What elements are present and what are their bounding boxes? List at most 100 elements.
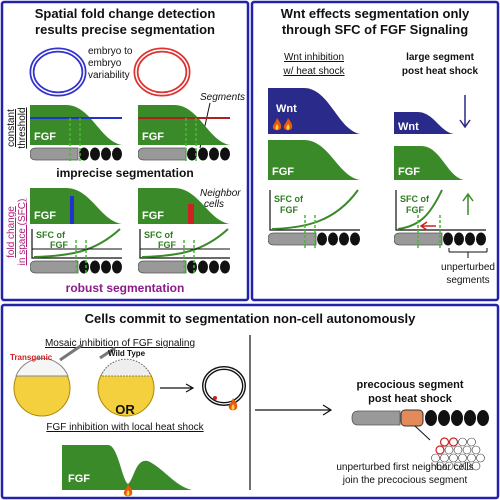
marker — [70, 196, 74, 224]
label: FGF — [142, 210, 164, 222]
sfc-curve — [33, 228, 229, 258]
cell — [467, 437, 476, 447]
panel-title: results precise segmentation — [35, 22, 215, 37]
panel-title: Wnt effects segmentation only — [281, 6, 470, 21]
label: FGF inhibition with local heat shock — [46, 422, 204, 433]
label: Wnt inhibition — [284, 52, 344, 63]
label: imprecise segmentation — [56, 166, 193, 180]
label: large segment — [406, 52, 474, 63]
tail — [268, 233, 360, 246]
label: FGF — [398, 166, 420, 178]
label: FGF — [272, 166, 294, 178]
label: FGF — [50, 240, 68, 250]
label: in space (SFC) — [17, 199, 28, 266]
cell — [444, 461, 454, 471]
label: segments — [446, 275, 489, 286]
sfc-axes — [31, 229, 230, 259]
label: Mosaic inhibition of FGF signaling — [45, 338, 195, 349]
label: precocious segment — [357, 379, 464, 391]
boundary — [75, 240, 195, 275]
bracket — [448, 248, 488, 258]
embryos — [29, 47, 191, 97]
cell — [453, 445, 463, 455]
label: Segments — [200, 92, 245, 103]
label: FGF — [34, 210, 56, 222]
label: robust segmentation — [66, 281, 185, 295]
label: SFC of — [400, 194, 430, 204]
cell — [444, 445, 454, 455]
label: embryo to — [88, 46, 133, 57]
label: threshold — [17, 107, 28, 148]
cell — [213, 396, 217, 400]
cell — [462, 461, 472, 471]
tail — [394, 233, 486, 246]
cell — [448, 437, 459, 447]
cell — [439, 437, 450, 447]
label: unperturbed first neighbor cells — [336, 462, 473, 473]
panel-title: Spatial fold change detection — [35, 6, 216, 21]
label: embryo — [88, 58, 122, 69]
label: FGF — [406, 205, 424, 215]
tail — [138, 148, 230, 161]
label: OR — [115, 402, 135, 417]
cell — [453, 461, 463, 471]
arrow — [459, 95, 471, 129]
sfc-axes — [269, 190, 486, 231]
label: variability — [88, 70, 130, 81]
cell — [471, 445, 481, 455]
label: SFC of — [144, 230, 174, 240]
label: post heat shock — [368, 393, 453, 405]
cell — [458, 453, 467, 463]
panel-title: through SFC of FGF Signaling — [282, 22, 468, 37]
panel-frame — [0, 303, 500, 500]
sfc-curve — [271, 189, 443, 230]
label: FGF — [280, 205, 298, 215]
cell — [458, 437, 467, 447]
arrow — [462, 192, 474, 215]
cell — [462, 445, 472, 455]
label: FGF — [158, 240, 176, 250]
label: Wnt — [398, 121, 419, 133]
label: cells — [204, 199, 224, 210]
cell — [435, 461, 445, 471]
marker — [188, 204, 194, 224]
label: w/ heat shock — [282, 66, 345, 77]
label: SFC of — [274, 194, 304, 204]
cell-cluster — [431, 437, 485, 471]
tail — [351, 409, 489, 427]
embryo-eggs — [13, 343, 155, 417]
panel-frame — [250, 0, 500, 302]
label: Wnt — [276, 103, 297, 115]
panel-title: Cells commit to segmentation non-cell au… — [85, 311, 417, 326]
label: FGF — [34, 131, 56, 143]
tail — [30, 148, 122, 161]
embryo — [203, 367, 245, 405]
pointer — [414, 425, 431, 441]
label: constant — [6, 109, 17, 147]
panel-frame — [0, 0, 250, 302]
arrow — [255, 404, 333, 416]
cell — [435, 445, 445, 455]
arrow — [160, 383, 195, 393]
cell — [471, 461, 481, 471]
arrow — [419, 221, 436, 231]
axis-label: constant threshold — [6, 107, 28, 148]
cell — [440, 453, 449, 463]
cell — [449, 453, 458, 463]
cell — [467, 453, 476, 463]
cell — [431, 453, 440, 463]
label: post heat shock — [402, 66, 479, 77]
fgf-gradient — [62, 445, 192, 490]
label: fold change — [6, 206, 17, 258]
label: Wild Type — [108, 349, 146, 358]
boundary — [69, 118, 197, 162]
label: unperturbed — [441, 262, 495, 273]
label: join the precocious segment — [342, 475, 468, 486]
axis-label: fold change in space (SFC) — [6, 199, 28, 266]
boundary — [304, 215, 441, 248]
label: FGF — [142, 131, 164, 143]
label: FGF — [68, 473, 90, 485]
cell — [476, 453, 485, 463]
